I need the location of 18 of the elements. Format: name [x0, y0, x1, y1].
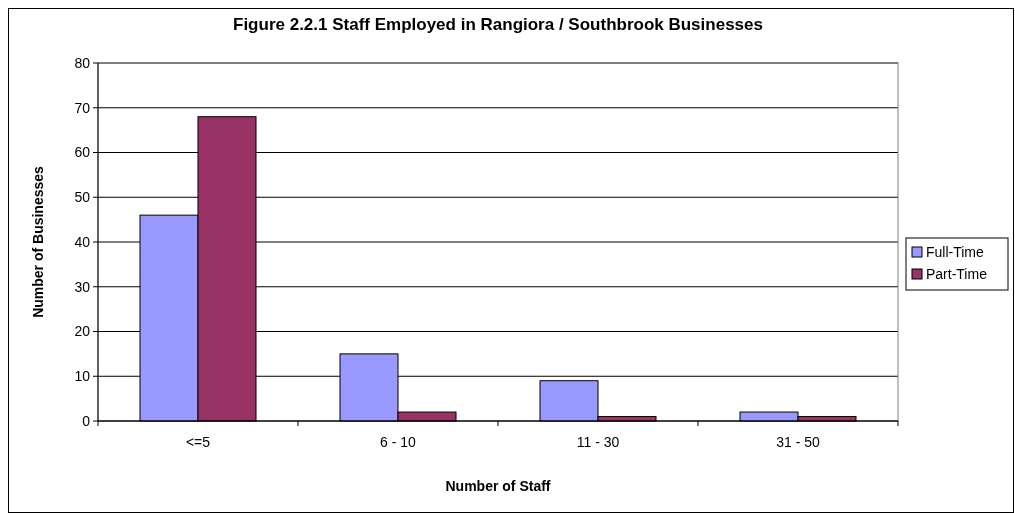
y-tick-label: 30 — [74, 278, 91, 295]
chart-title: Figure 2.2.1 Staff Employed in Rangiora / Southbrook Businesses — [233, 15, 763, 34]
x-tick-label: <=5 — [185, 434, 211, 450]
y-tick-label: 50 — [74, 189, 91, 206]
y-tick-label: 80 — [74, 54, 91, 71]
x-tick-label: 11 - 30 — [576, 434, 620, 450]
y-tick-label: 40 — [74, 233, 91, 250]
legend-label: Part-Time — [926, 265, 988, 282]
y-tick-label: 60 — [74, 144, 91, 161]
legend-label: Full-Time — [926, 243, 985, 260]
y-tick-label: 20 — [74, 323, 91, 340]
y-tick-label: 70 — [74, 99, 91, 116]
x-axis-title: Number of Staff — [445, 478, 551, 494]
x-tick-label: 31 - 50 — [776, 434, 820, 450]
y-axis-title: Number of Businesses — [30, 165, 46, 318]
y-tick-label: 10 — [74, 368, 91, 385]
x-tick-label: 6 - 10 — [380, 434, 417, 450]
y-tick-label: 0 — [82, 412, 91, 429]
